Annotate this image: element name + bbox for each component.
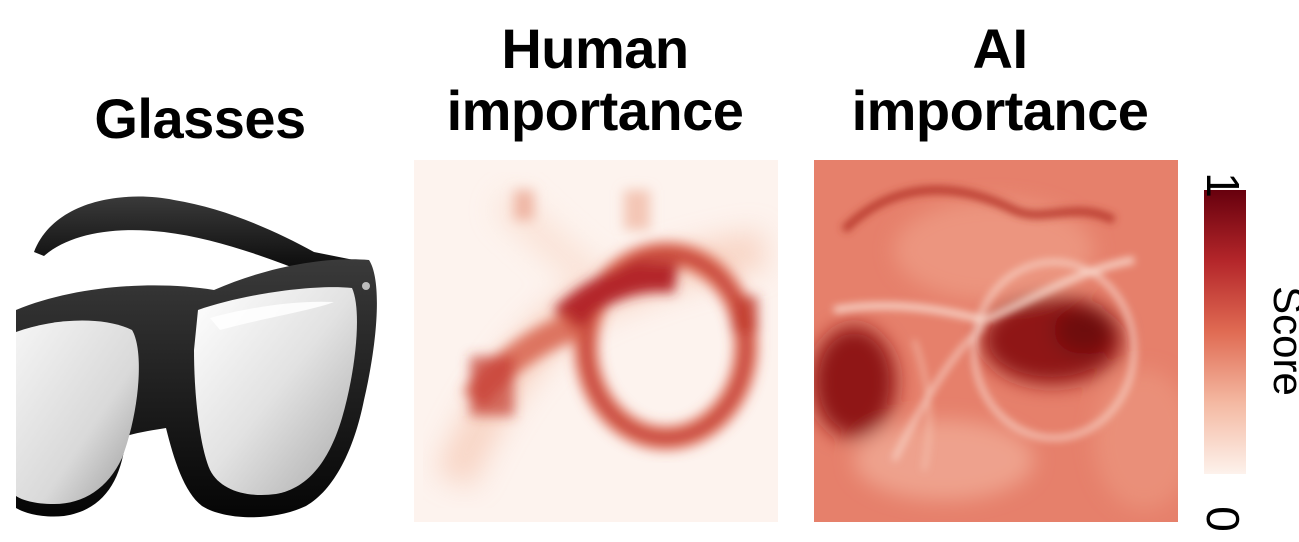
ai-title-line1: AI	[972, 17, 1029, 80]
human-heatmap-icon	[414, 160, 778, 522]
human-title-line2: importance	[446, 79, 744, 142]
human-importance-map	[414, 160, 778, 522]
colorbar-gradient	[1204, 190, 1246, 474]
human-title-line1: Human	[501, 17, 689, 80]
eyeglasses-icon	[16, 196, 377, 518]
ai-title-line2: importance	[851, 79, 1149, 142]
human-importance-title: Human importance	[400, 18, 790, 142]
colorbar-min-label: 0	[1197, 506, 1249, 532]
ai-importance-title: AI importance	[800, 18, 1200, 142]
colorbar	[1204, 190, 1246, 474]
glasses-photo	[14, 160, 386, 522]
ai-importance-map	[814, 160, 1178, 522]
glasses-title-text: Glasses	[94, 87, 306, 150]
colorbar-max-label: 1	[1197, 172, 1249, 198]
ai-heatmap-icon	[814, 160, 1178, 522]
colorbar-title: Score	[1265, 286, 1299, 396]
glasses-title: Glasses	[10, 88, 390, 150]
